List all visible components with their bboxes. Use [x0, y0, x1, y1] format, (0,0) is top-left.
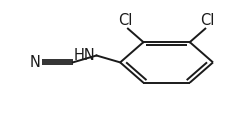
Text: Cl: Cl	[118, 13, 133, 28]
Text: Cl: Cl	[200, 13, 215, 28]
Text: HN: HN	[74, 48, 95, 63]
Text: N: N	[30, 55, 41, 70]
